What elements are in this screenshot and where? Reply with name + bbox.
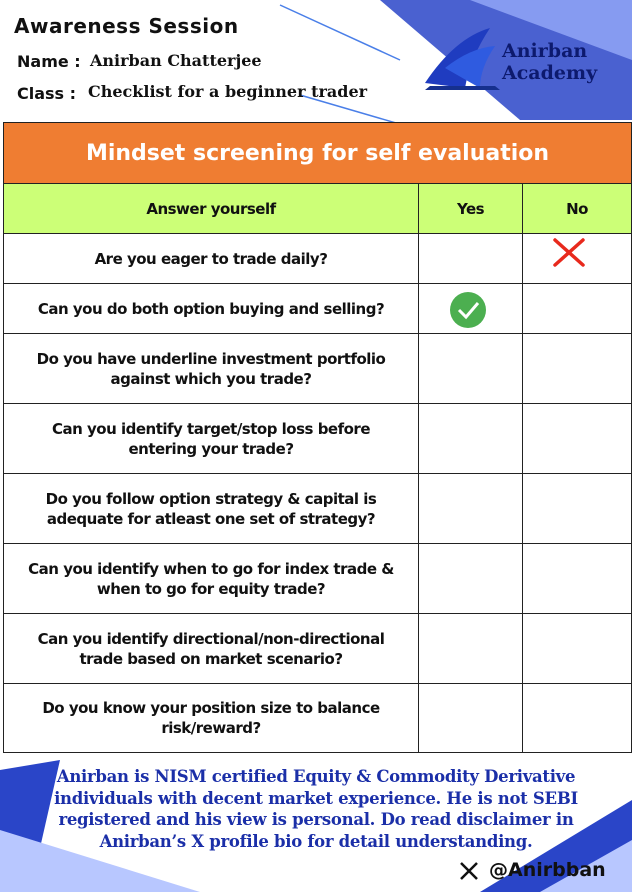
question-cell: Can you identify target/stop loss before… (3, 403, 419, 474)
title: Awareness Session (14, 14, 239, 38)
class-value: Checklist for a beginner trader (88, 82, 368, 101)
question-cell: Do you know your position size to balanc… (3, 683, 419, 753)
question-cell: Do you follow option strategy & capital … (3, 473, 419, 544)
question-cell: Can you identify when to go for index tr… (3, 543, 419, 614)
table-title: Mindset screening for self evaluation (3, 122, 632, 184)
name-label: Name : (17, 52, 81, 71)
answer-cell (522, 613, 632, 684)
answer-cell (522, 683, 632, 753)
logo-line: Anirban (502, 40, 588, 62)
answer-cell (418, 233, 523, 284)
x-logo (460, 862, 478, 880)
question-cell: Do you have underline investment portfol… (3, 333, 419, 404)
column-header: No (522, 183, 632, 234)
question-cell: Are you eager to trade daily? (3, 233, 419, 284)
column-header: Yes (418, 183, 523, 234)
answer-cell (522, 403, 632, 474)
class-label: Class : (17, 84, 77, 103)
answer-cell (418, 333, 523, 404)
answer-cell (418, 403, 523, 474)
answer-cell (418, 543, 523, 614)
answer-cell (522, 233, 632, 284)
disclaimer: Anirban is NISM certified Equity & Commo… (54, 767, 578, 851)
logo-line: Academy (502, 62, 598, 84)
answer-cell (418, 683, 523, 753)
answer-cell (522, 283, 632, 334)
answer-cell (418, 283, 523, 334)
name-value: Anirban Chatterjee (90, 51, 262, 70)
answer-cell (522, 543, 632, 614)
answer-cell (522, 473, 632, 544)
answer-cell (522, 333, 632, 404)
handle: @Anirbban (489, 859, 606, 881)
answer-cell (418, 473, 523, 544)
answer-cell (418, 613, 523, 684)
question-cell: Can you identify directional/non-directi… (3, 613, 419, 684)
column-header: Answer yourself (3, 183, 419, 234)
question-cell: Can you do both option buying and sellin… (3, 283, 419, 334)
